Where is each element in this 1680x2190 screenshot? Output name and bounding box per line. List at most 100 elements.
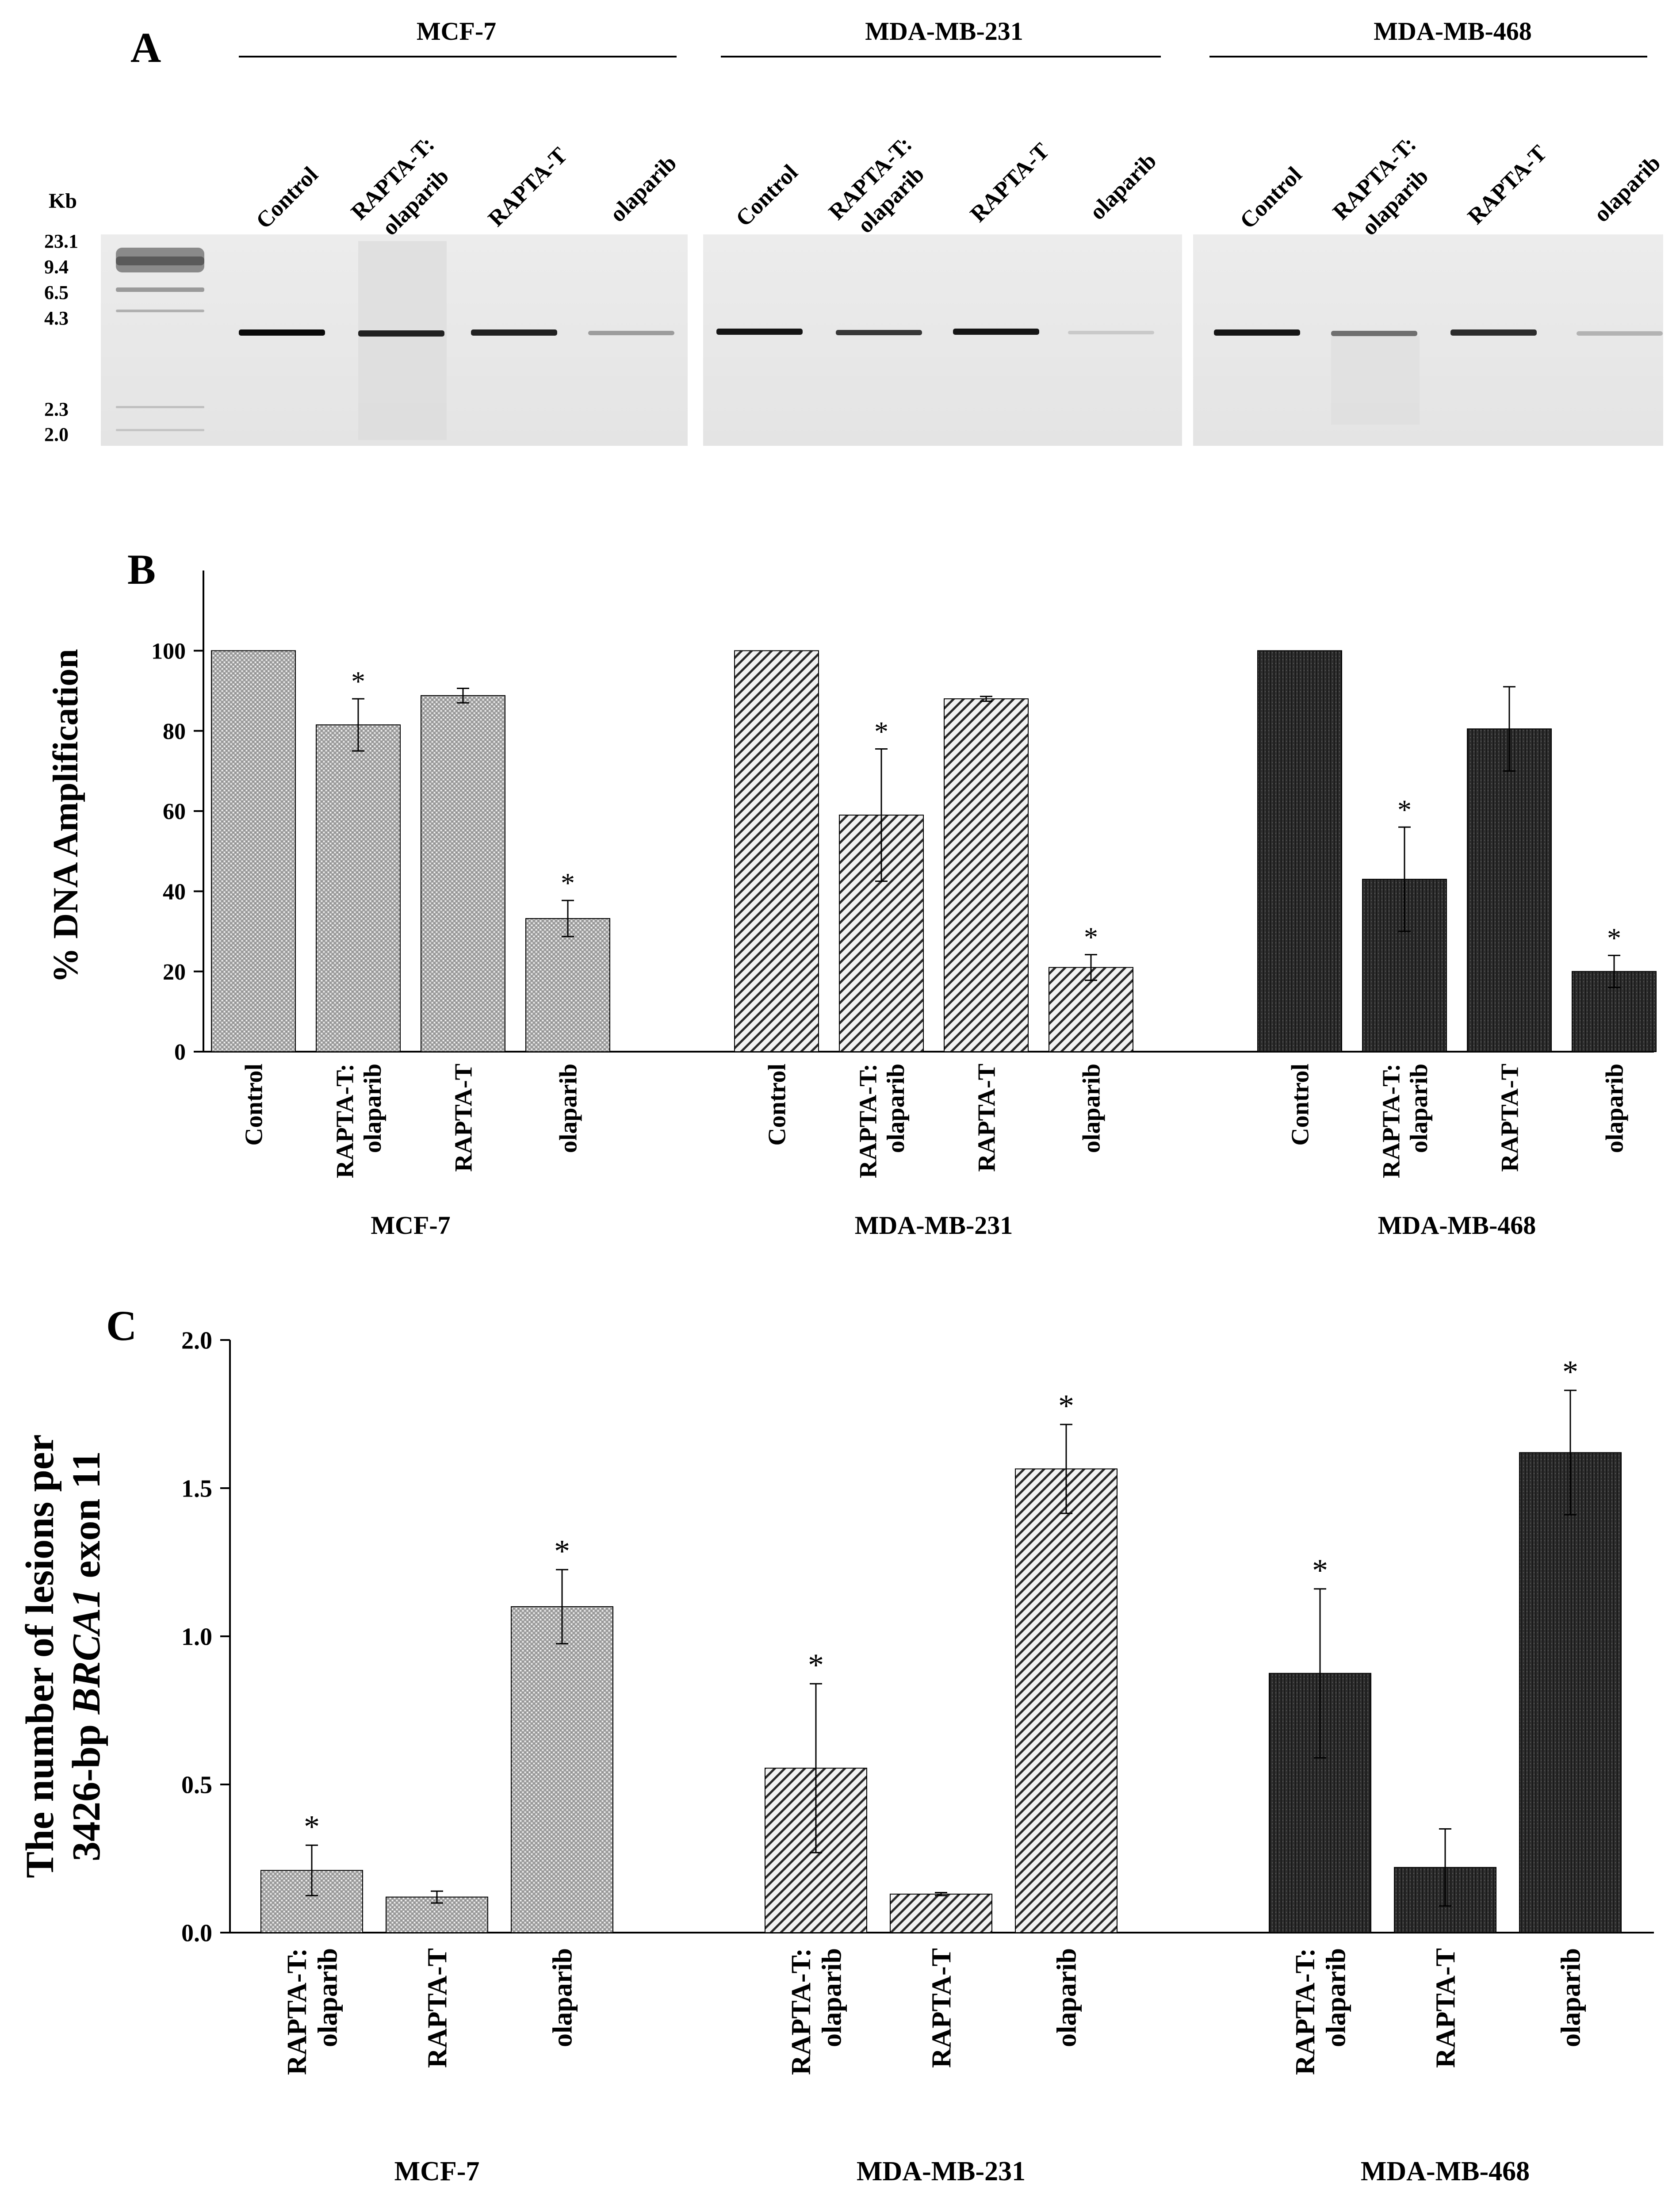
gel-band [358, 330, 444, 337]
x-tick-label: RAPTA-T: olaparib [1378, 1064, 1433, 1178]
panel-a-letter: A [130, 24, 161, 71]
gel-smear [1331, 336, 1420, 425]
significance-star: * [304, 1809, 320, 1844]
x-tick-label-line: olaparib [1601, 1064, 1629, 1153]
lane-label-olaparib: olaparib [1589, 150, 1665, 227]
panel-b-letter: B [127, 546, 156, 593]
x-tick-label: RAPTA-T [450, 1064, 478, 1172]
bar [525, 918, 610, 1052]
x-tick-labels: Control RAPTA-T: olaparib RAPTA-T olaparibMC… [241, 1064, 1629, 1240]
x-tick-label-line: olaparib [1078, 1064, 1106, 1153]
significance-star: * [1312, 1553, 1328, 1588]
x-tick-label: RAPTA-T [927, 1948, 957, 2068]
y-tick-label: 0.5 [181, 1772, 212, 1799]
ladder-size: 2.0 [44, 424, 69, 445]
x-tick-label-line: Control [241, 1064, 268, 1146]
lane-label-control: Control [731, 160, 803, 231]
bar [1015, 1468, 1117, 1933]
y-tick-label: 0 [174, 1040, 186, 1065]
gel-group-label: MDA-MB-231 [865, 17, 1023, 46]
panel-c: C The number of lesions per 3426-bp BRCA… [18, 1302, 1654, 2186]
gel-group-3-header: MDA-MB-468 [1209, 17, 1647, 57]
x-tick-label-line: RAPTA-T: [854, 1064, 882, 1178]
x-tick-label-line: RAPTA-T [1431, 1948, 1461, 2068]
x-tick-label: RAPTA-T: olaparib [331, 1064, 387, 1178]
y-tick-label: 100 [151, 639, 186, 664]
lane-label-control: Control [1235, 162, 1307, 234]
ladder-size: 4.3 [44, 307, 69, 329]
significance-star: * [1084, 922, 1098, 953]
bar [1257, 650, 1342, 1053]
y-tick-label: 1.5 [181, 1475, 212, 1503]
y-tick-label: 40 [163, 880, 186, 905]
ladder-size: 23.1 [44, 230, 78, 252]
lane-label-olaparib: olaparib [1085, 148, 1161, 225]
gel-band [1577, 331, 1663, 336]
gel-band [1068, 331, 1154, 334]
bar [421, 695, 505, 1052]
x-tick-label-line: olaparib [548, 1948, 578, 2047]
x-tick-label: RAPTA-T [1431, 1948, 1461, 2068]
y-tick-label: 2.0 [181, 1327, 212, 1355]
y-axis-label-line-1: The number of lesions per [18, 1434, 62, 1878]
gel-group-label: MDA-MB-468 [1374, 17, 1532, 46]
x-tick-label-line: olaparib [1405, 1064, 1433, 1153]
x-tick-label: olaparib [1052, 1948, 1082, 2047]
y-tick-label: 1.0 [181, 1623, 212, 1651]
x-tick-label: Control [1287, 1064, 1314, 1146]
ladder-labels: 23.1 9.4 6.5 4.3 2.3 2.0 [44, 230, 78, 445]
x-tick-label-line: olaparib [555, 1064, 582, 1153]
gel-band [1331, 331, 1417, 336]
x-tick-label: olaparib [1556, 1948, 1586, 2047]
ladder-band [116, 406, 204, 408]
gel-image-1 [101, 234, 688, 446]
x-tick-label-line: RAPTA-T: [331, 1064, 359, 1178]
gel-band [471, 329, 557, 336]
x-tick-label: RAPTA-T [423, 1948, 453, 2068]
bar [1467, 728, 1552, 1052]
lane-label-olaparib: olaparib [605, 150, 681, 227]
gel-group-1-header: MCF-7 [239, 17, 677, 57]
significance-star: * [1058, 1388, 1074, 1424]
ladder-band [116, 257, 204, 265]
lane-label-raptat: RAPTA-T [483, 142, 572, 231]
significance-star: * [874, 716, 888, 747]
bar [944, 698, 1029, 1052]
panel-a: A MCF-7 MDA-MB-231 MDA-MB-468 Control RA… [44, 17, 1665, 446]
lane-label-raptat: RAPTA-T [965, 138, 1054, 227]
x-tick-label-line: RAPTA-T [450, 1064, 478, 1172]
bar [511, 1606, 613, 1933]
group-label: MCF-7 [394, 2156, 480, 2186]
x-tick-label: olaparib [555, 1064, 582, 1153]
ladder-size: 6.5 [44, 282, 69, 303]
x-tick-label: RAPTA-T [973, 1064, 1001, 1172]
gel-background [1193, 234, 1663, 446]
significance-star: * [808, 1647, 824, 1683]
x-tick-label-line: Control [1287, 1064, 1314, 1146]
significance-star: * [1607, 922, 1621, 953]
x-tick-label-line: olaparib [1321, 1948, 1351, 2047]
ladder-band [116, 287, 204, 292]
y-axis-label: % DNA Amplification [46, 649, 85, 983]
x-tick-label: Control [764, 1064, 791, 1146]
x-tick-label-line: RAPTA-T: [282, 1948, 312, 2075]
significance-star: * [1562, 1354, 1578, 1390]
y-tick-label: 20 [163, 960, 186, 985]
x-tick-label-line: RAPTA-T [927, 1948, 957, 2068]
y-tick-label: 60 [163, 799, 186, 824]
gel-image-3 [1193, 234, 1663, 446]
bar [734, 650, 819, 1053]
group-label: MCF-7 [371, 1211, 450, 1240]
ladder-band [116, 310, 204, 312]
x-tick-label-line: olaparib [1556, 1948, 1586, 2047]
x-tick-label: RAPTA-T: olaparib [282, 1948, 343, 2075]
y-axis-label-line-2: 3426-bp BRCA1 exon 11 [65, 1451, 108, 1861]
x-tick-label-line: olaparib [817, 1948, 847, 2047]
x-tick-label-line: olaparib [1052, 1948, 1082, 2047]
lane-label-raptat: RAPTA-T [1463, 140, 1552, 229]
x-tick-label-line: RAPTA-T [1496, 1064, 1524, 1172]
x-tick-label-line: olaparib [359, 1064, 387, 1153]
ladder-band [116, 429, 204, 431]
